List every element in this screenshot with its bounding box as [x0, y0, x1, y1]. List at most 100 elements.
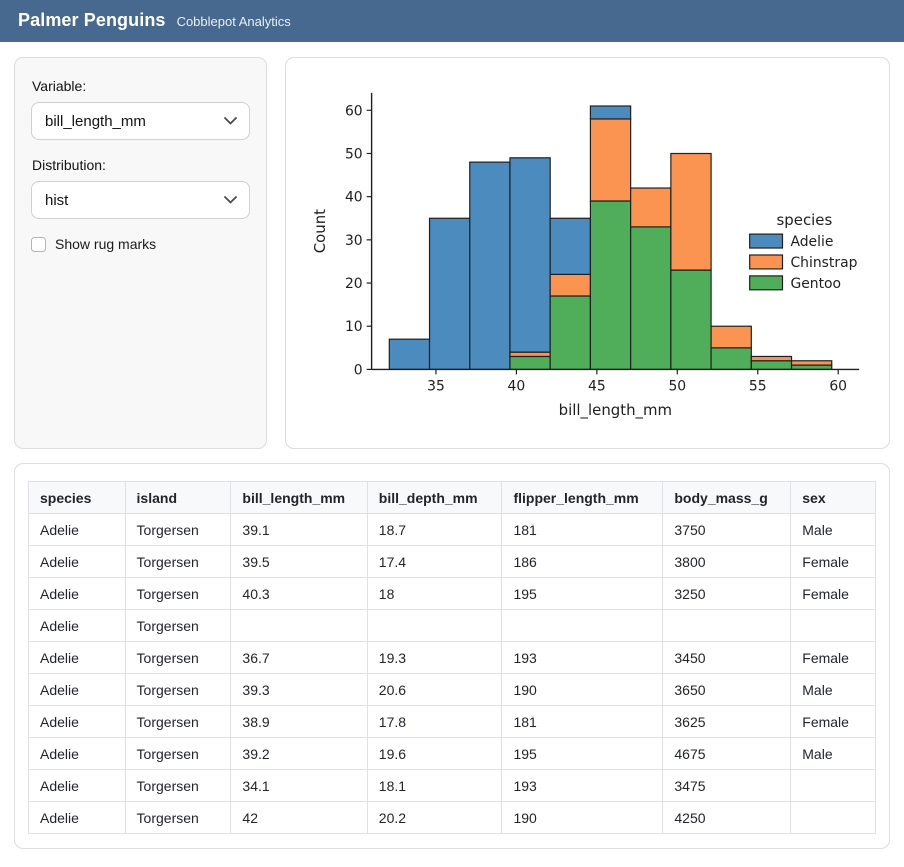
main-content: Variable: bill_length_mm Distribution: h…: [0, 42, 904, 864]
table-cell: Adelie: [28, 577, 126, 610]
column-header: bill_length_mm: [230, 481, 368, 514]
svg-text:35: 35: [427, 378, 445, 394]
table-cell: Male: [790, 673, 876, 706]
table-cell: 3625: [662, 705, 792, 738]
table-header-row: species island bill_length_mm bill_depth_mm…: [28, 481, 876, 514]
distribution-select-value: hist: [45, 191, 69, 209]
sidebar: Variable: bill_length_mm Distribution: h…: [14, 57, 267, 449]
bar-segment-adelie: [549, 217, 592, 275]
table-cell: Female: [790, 705, 876, 738]
rug-checkbox-label[interactable]: Show rug marks: [55, 236, 157, 252]
ticks: [366, 109, 839, 375]
table-cell: [366, 609, 503, 642]
table-cell: 39.2: [230, 737, 368, 770]
bar-segment-chinstrap: [750, 355, 793, 362]
table-cell: 19.3: [366, 641, 503, 674]
table-cell: Female: [790, 577, 876, 610]
table-cell: Torgersen: [124, 577, 232, 610]
table-cell: Adelie: [28, 513, 126, 546]
table-cell: 190: [501, 801, 664, 834]
x-axis-label: bill_length_mm: [559, 401, 672, 419]
table-cell: Torgersen: [124, 545, 232, 578]
bar-segment-adelie: [589, 105, 632, 120]
table-cell: Torgersen: [124, 737, 232, 770]
svg-text:10: 10: [345, 319, 363, 335]
table-cell: 18.1: [366, 769, 503, 802]
table-cell: 34.1: [230, 769, 368, 802]
svg-text:30: 30: [345, 233, 363, 249]
column-header: island: [124, 481, 232, 514]
legend-swatch: [749, 254, 784, 270]
tick-labels: 35 40 45 50 55 60 0 10 20 30 40 50 60: [345, 103, 847, 394]
table-cell: 4675: [662, 737, 792, 770]
table-cell: Torgersen: [124, 705, 232, 738]
table-cell: Torgersen: [124, 609, 232, 642]
table-cell: 36.7: [230, 641, 368, 674]
table-cell: 3800: [662, 545, 792, 578]
table-cell: Male: [790, 513, 876, 546]
table-cell: 20.2: [366, 801, 503, 834]
rug-checkbox-row: Show rug marks: [31, 236, 250, 252]
variable-select[interactable]: bill_length_mm: [31, 102, 250, 140]
svg-text:60: 60: [345, 103, 363, 119]
legend-title: species: [777, 211, 833, 229]
table-cell: Adelie: [28, 801, 126, 834]
table-cell: 186: [501, 545, 664, 578]
app-subtitle: Cobblepot Analytics: [176, 14, 291, 29]
bar-segment-adelie: [428, 217, 471, 370]
table-cell: 4250: [662, 801, 792, 834]
variable-select-value: bill_length_mm: [45, 112, 146, 130]
bar-segment-gentoo: [630, 226, 672, 370]
table-cell: 39.3: [230, 673, 368, 706]
table-cell: Adelie: [28, 705, 126, 738]
column-header: body_mass_g: [662, 481, 792, 514]
table-cell: 39.1: [230, 513, 368, 546]
table-cell: Female: [790, 641, 876, 674]
bar-segment-gentoo: [710, 347, 752, 370]
table-cell: 40.3: [230, 577, 368, 610]
table-cell: Male: [790, 737, 876, 770]
bar-segment-gentoo: [750, 360, 793, 371]
table-cell: 193: [501, 769, 664, 802]
table-cell: Torgersen: [124, 673, 232, 706]
column-header: flipper_length_mm: [501, 481, 664, 514]
bar-segment-adelie: [509, 157, 551, 353]
axes: [370, 92, 860, 371]
bar-segment-chinstrap: [509, 351, 551, 358]
rug-checkbox[interactable]: [31, 236, 46, 252]
legend-label: Chinstrap: [790, 255, 857, 271]
table-cell: [790, 609, 876, 642]
table-cell: 3750: [662, 513, 792, 546]
table-cell: Adelie: [28, 641, 126, 674]
table-cell: Female: [790, 545, 876, 578]
app-title: Palmer Penguins: [18, 10, 166, 30]
svg-text:55: 55: [749, 378, 767, 394]
table-cell: Torgersen: [124, 801, 232, 834]
bar-segment-gentoo: [549, 295, 592, 371]
svg-text:45: 45: [588, 378, 606, 394]
table-row: Adelie Torgersen 40.3 18 195 3250 Female: [28, 577, 876, 610]
table-row: Adelie Torgersen 36.7 19.3 193 3450 Female: [28, 641, 876, 674]
histogram-chart: 35 40 45 50 55 60 0 10 20 30 40 50 60 bill_length_mm C…: [311, 92, 860, 419]
table-cell: 18.7: [366, 513, 503, 546]
bar-segment-adelie: [469, 161, 511, 370]
table-row: Adelie Torgersen 42 20.2 190 4250: [28, 801, 876, 834]
table-cell: 3475: [662, 769, 792, 802]
data-table-card: species island bill_length_mm bill_depth_mm…: [14, 463, 890, 849]
bar-segment-gentoo: [509, 355, 551, 371]
table-row: Adelie Torgersen 39.3 20.6 190 3650 Male: [28, 673, 876, 706]
table-cell: 181: [501, 513, 664, 546]
distribution-select[interactable]: hist: [31, 181, 250, 219]
column-header: sex: [790, 481, 876, 514]
chevron-down-icon: [224, 117, 237, 125]
table-cell: Adelie: [28, 609, 126, 642]
table-cell: [790, 769, 876, 802]
svg-text:0: 0: [354, 362, 363, 378]
table-cell: 19.6: [366, 737, 503, 770]
chevron-down-icon: [224, 196, 237, 204]
chart-card: 35 40 45 50 55 60 0 10 20 30 40 50 60 bill_length_mm C…: [285, 57, 890, 449]
table-cell: 190: [501, 673, 664, 706]
table-cell: Adelie: [28, 673, 126, 706]
bar-segment-chinstrap: [589, 118, 632, 202]
table-cell: 193: [501, 641, 664, 674]
